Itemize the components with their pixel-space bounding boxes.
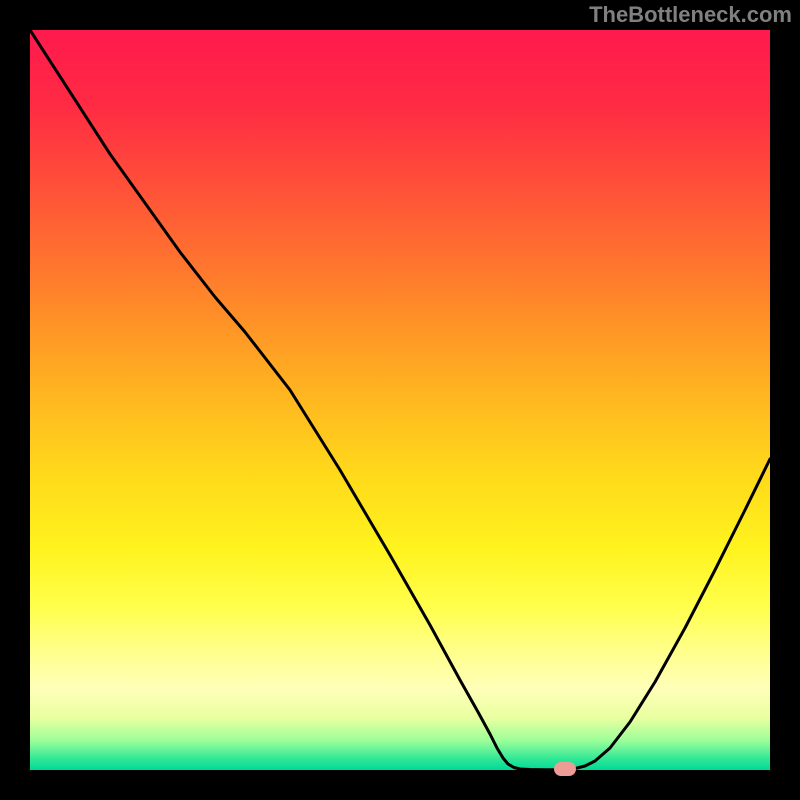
- plot-gradient-rect: [30, 30, 770, 770]
- watermark-text: TheBottleneck.com: [589, 2, 792, 28]
- bottleneck-chart: TheBottleneck.com: [0, 0, 800, 800]
- chart-svg: [0, 0, 800, 800]
- optimal-point-marker: [554, 762, 576, 776]
